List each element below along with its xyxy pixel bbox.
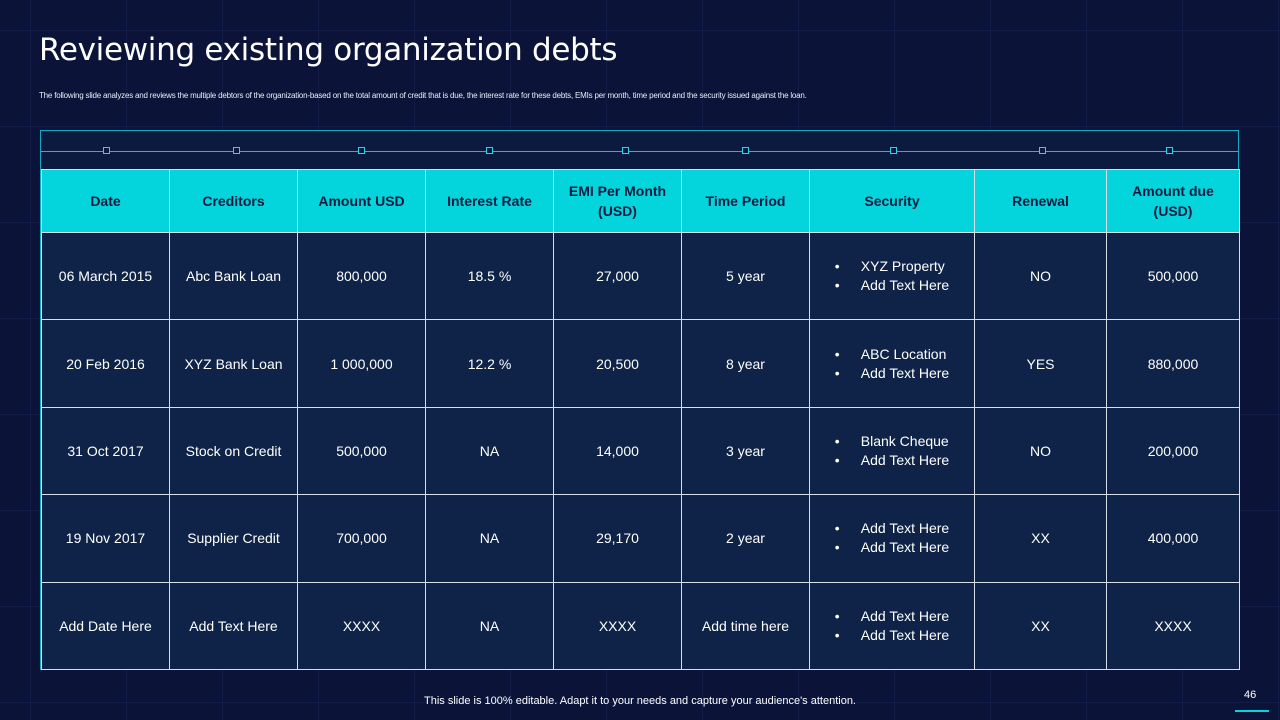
cell-renewal: XX [974, 581, 1107, 671]
connector-node [1166, 147, 1173, 154]
column-header-date: Date [41, 169, 170, 233]
security-item: Blank Cheque [835, 432, 949, 451]
table-row: 20 Feb 2016 XYZ Bank Loan 1 000,000 12.2… [41, 319, 1240, 408]
cell-time-period: 2 year [681, 494, 810, 583]
security-item: Add Text Here [835, 519, 949, 538]
column-header-amount: Amount USD [297, 169, 426, 233]
security-item: ABC Location [835, 345, 949, 364]
security-item: Add Text Here [835, 364, 949, 383]
connector-node [890, 147, 897, 154]
cell-date: 20 Feb 2016 [41, 319, 170, 408]
cell-date: 19 Nov 2017 [41, 494, 170, 583]
column-header-security: Security [809, 169, 975, 233]
column-header-time-period: Time Period [681, 169, 810, 233]
security-list: XYZ Property Add Text Here [835, 257, 949, 295]
cell-time-period: 3 year [681, 406, 810, 496]
cell-date: 06 March 2015 [41, 231, 170, 321]
cell-amount-due: XXXX [1106, 581, 1240, 671]
cell-interest-rate: NA [425, 406, 554, 496]
security-item: Add Text Here [835, 451, 949, 470]
cell-creditor: Supplier Credit [169, 494, 298, 583]
cell-renewal: XX [974, 494, 1107, 583]
cell-renewal: NO [974, 231, 1107, 321]
security-item: Add Text Here [835, 538, 949, 557]
cell-date: 31 Oct 2017 [41, 406, 170, 496]
table-row: 19 Nov 2017 Supplier Credit 700,000 NA 2… [41, 494, 1240, 583]
cell-date: Add Date Here [41, 581, 170, 671]
slide-subtitle: The following slide analyzes and reviews… [39, 91, 807, 100]
cell-amount: 500,000 [297, 406, 426, 496]
cell-amount: 700,000 [297, 494, 426, 583]
cell-security: Add Text Here Add Text Here [809, 581, 975, 671]
column-header-creditors: Creditors [169, 169, 298, 233]
table-header-row: Date Creditors Amount USD Interest Rate … [41, 169, 1240, 233]
security-list: Blank Cheque Add Text Here [835, 432, 949, 470]
debts-table-frame: Date Creditors Amount USD Interest Rate … [40, 130, 1240, 671]
cell-emi: XXXX [553, 581, 682, 671]
column-header-interest-rate: Interest Rate [425, 169, 554, 233]
table-row: Add Date Here Add Text Here XXXX NA XXXX… [41, 581, 1240, 671]
connector-node [486, 147, 493, 154]
cell-creditor: Stock on Credit [169, 406, 298, 496]
cell-security: ABC Location Add Text Here [809, 319, 975, 408]
connector-node [358, 147, 365, 154]
connector-line [41, 151, 1238, 152]
connector-node [233, 147, 240, 154]
cell-creditor: XYZ Bank Loan [169, 319, 298, 408]
connector-node [103, 147, 110, 154]
connector-node [622, 147, 629, 154]
table-row: 06 March 2015 Abc Bank Loan 800,000 18.5… [41, 231, 1240, 321]
cell-creditor: Abc Bank Loan [169, 231, 298, 321]
security-list: Add Text Here Add Text Here [835, 519, 949, 557]
security-list: ABC Location Add Text Here [835, 345, 949, 383]
cell-interest-rate: 18.5 % [425, 231, 554, 321]
cell-amount-due: 400,000 [1106, 494, 1240, 583]
security-list: Add Text Here Add Text Here [835, 607, 949, 645]
page-number: 46 [1244, 689, 1257, 701]
cell-interest-rate: NA [425, 494, 554, 583]
security-item: Add Text Here [835, 276, 949, 295]
connector-band [41, 131, 1238, 169]
connector-node [1039, 147, 1046, 154]
cell-renewal: YES [974, 319, 1107, 408]
cell-security: Add Text Here Add Text Here [809, 494, 975, 583]
cell-interest-rate: 12.2 % [425, 319, 554, 408]
cell-emi: 14,000 [553, 406, 682, 496]
column-header-amount-due: Amount due (USD) [1106, 169, 1240, 233]
table-row: 31 Oct 2017 Stock on Credit 500,000 NA 1… [41, 406, 1240, 496]
cell-security: XYZ Property Add Text Here [809, 231, 975, 321]
cell-time-period: 5 year [681, 231, 810, 321]
cell-amount: 800,000 [297, 231, 426, 321]
slide-title: Reviewing existing organization debts [39, 32, 618, 68]
column-header-renewal: Renewal [974, 169, 1107, 233]
security-item: XYZ Property [835, 257, 949, 276]
cell-amount-due: 200,000 [1106, 406, 1240, 496]
footer-note: This slide is 100% editable. Adapt it to… [424, 695, 856, 707]
column-header-emi: EMI Per Month (USD) [553, 169, 682, 233]
security-item: Add Text Here [835, 626, 949, 645]
cell-amount-due: 500,000 [1106, 231, 1240, 321]
cell-time-period: Add time here [681, 581, 810, 671]
cell-emi: 29,170 [553, 494, 682, 583]
cell-emi: 27,000 [553, 231, 682, 321]
debts-table: Date Creditors Amount USD Interest Rate … [41, 169, 1240, 671]
cell-amount: XXXX [297, 581, 426, 671]
cell-amount-due: 880,000 [1106, 319, 1240, 408]
page-number-underline [1235, 710, 1269, 712]
cell-time-period: 8 year [681, 319, 810, 408]
cell-interest-rate: NA [425, 581, 554, 671]
cell-amount: 1 000,000 [297, 319, 426, 408]
cell-renewal: NO [974, 406, 1107, 496]
cell-security: Blank Cheque Add Text Here [809, 406, 975, 496]
cell-creditor: Add Text Here [169, 581, 298, 671]
cell-emi: 20,500 [553, 319, 682, 408]
security-item: Add Text Here [835, 607, 949, 626]
connector-node [742, 147, 749, 154]
